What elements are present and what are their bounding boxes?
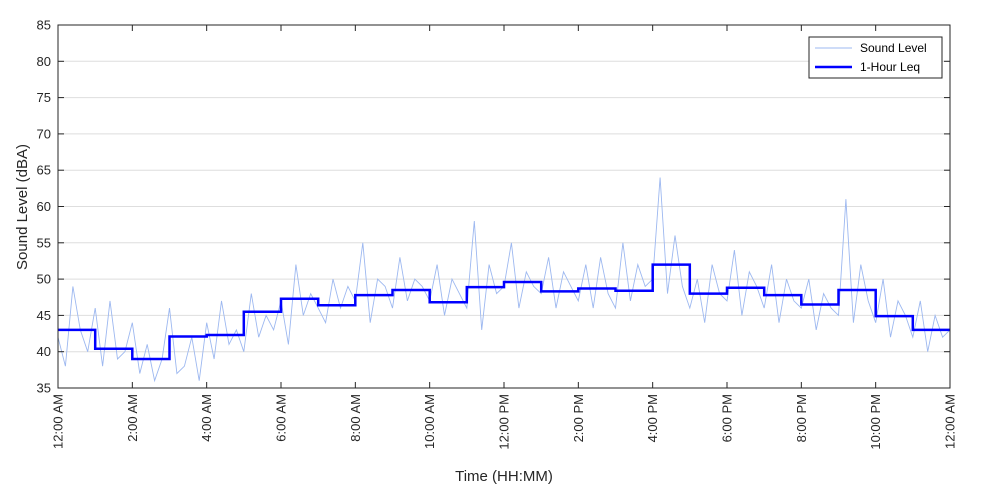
y-tick-label: 55 xyxy=(37,235,51,250)
x-tick-label: 2:00 PM xyxy=(571,394,586,442)
y-tick-label: 80 xyxy=(37,54,51,69)
y-tick-label: 60 xyxy=(37,199,51,214)
x-tick-label: 4:00 AM xyxy=(199,394,214,442)
x-tick-label: 8:00 PM xyxy=(794,394,809,442)
y-axis-ticks: 35 40 45 50 55 60 65 70 75 80 85 xyxy=(37,18,950,396)
x-tick-label: 6:00 AM xyxy=(274,394,289,442)
y-tick-label: 40 xyxy=(37,344,51,359)
y-tick-label: 35 xyxy=(37,381,51,396)
legend-label-leq: 1-Hour Leq xyxy=(860,60,920,74)
series-1-hour-leq-line xyxy=(58,263,950,361)
y-tick-label: 85 xyxy=(37,18,51,33)
x-tick-label: 4:00 PM xyxy=(645,394,660,442)
x-tick-label: 12:00 AM xyxy=(943,394,958,449)
x-axis-ticks: 12:00 AM 2:00 AM 4:00 AM 6:00 AM 8:00 AM 10:0… xyxy=(51,25,958,450)
legend: Sound Level 1-Hour Leq xyxy=(808,36,943,79)
x-tick-label: 10:00 PM xyxy=(868,394,883,450)
legend-label-sound-level: Sound Level xyxy=(860,41,927,55)
x-tick-label: 12:00 PM xyxy=(497,394,512,450)
legend-box xyxy=(808,36,943,79)
x-tick-label: 8:00 AM xyxy=(348,394,363,442)
y-tick-label: 50 xyxy=(37,272,51,287)
x-tick-label: 10:00 AM xyxy=(422,394,437,449)
y-tick-label: 75 xyxy=(37,90,51,105)
y-tick-label: 45 xyxy=(37,308,51,323)
x-axis-title: Time (HH:MM) xyxy=(455,468,553,485)
plot-series xyxy=(57,177,951,383)
x-tick-label: 12:00 AM xyxy=(51,394,66,449)
y-tick-label: 65 xyxy=(37,163,51,178)
x-tick-label: 6:00 PM xyxy=(720,394,735,442)
y-tick-label: 70 xyxy=(37,126,51,141)
x-tick-label: 2:00 AM xyxy=(125,394,140,442)
grid-lines xyxy=(58,24,950,389)
y-axis-title: Sound Level (dBA) xyxy=(14,144,31,270)
